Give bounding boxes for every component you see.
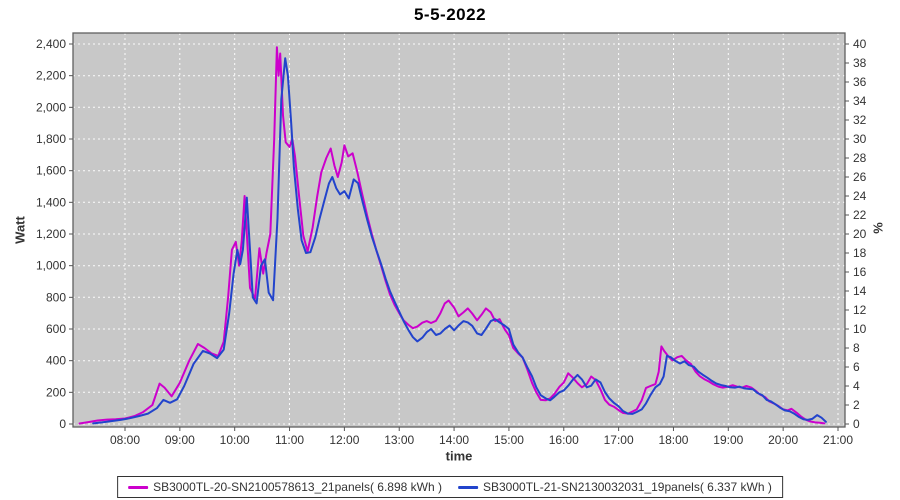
- right-axis-tick-label: 14: [853, 284, 867, 298]
- left-axis-tick-label: 1,000: [36, 259, 66, 273]
- gridlines: [73, 33, 845, 427]
- y-axis-title-percent: %: [870, 222, 886, 234]
- chart-title: 5-5-2022: [413, 5, 487, 24]
- y-axis-title-watt: Watt: [12, 216, 28, 244]
- right-axis-tick-label: 4: [853, 379, 860, 393]
- left-axis-tick-label: 2,200: [36, 69, 66, 83]
- right-axis-tick-label: 16: [853, 265, 867, 279]
- legend-label-inverter-20: SB3000TL-20-SN2100578613_21panels( 6.898…: [153, 480, 442, 494]
- legend-item-inverter-21: SB3000TL-21-SN2130032031_19panels( 6.337…: [458, 480, 772, 494]
- right-axis-tick-label: 6: [853, 360, 860, 374]
- plot-background: [73, 33, 845, 427]
- x-axis-tick-label: 13:00: [384, 433, 414, 447]
- legend-swatch-magenta: [128, 485, 149, 489]
- x-axis-tick-label: 14:00: [439, 433, 469, 447]
- legend-swatch-blue: [458, 485, 478, 489]
- right-axis-tick-label: 8: [853, 341, 860, 355]
- x-axis-tick-label: 21:00: [823, 433, 853, 447]
- right-axis-tick-label: 22: [853, 208, 867, 222]
- x-axis-tick-label: 09:00: [165, 433, 195, 447]
- x-axis-tick-label: 19:00: [713, 433, 743, 447]
- right-axis-tick-label: 20: [853, 227, 867, 241]
- right-axis-tick-label: 0: [853, 417, 860, 431]
- legend: SB3000TL-20-SN2100578613_21panels( 6.898…: [117, 476, 783, 498]
- left-axis-tick-label: 0: [59, 417, 66, 431]
- right-axis-tick-label: 30: [853, 132, 867, 146]
- x-axis-tick-label: 12:00: [329, 433, 359, 447]
- left-axis-tick-label: 600: [46, 322, 66, 336]
- legend-label-inverter-21: SB3000TL-21-SN2130032031_19panels( 6.337…: [483, 480, 772, 494]
- left-axis-tick-label: 200: [46, 385, 66, 399]
- left-axis-tick-label: 800: [46, 290, 66, 304]
- right-axis-tick-label: 40: [853, 37, 867, 51]
- x-axis-tick-label: 18:00: [658, 433, 688, 447]
- right-axis-tick-label: 28: [853, 151, 867, 165]
- x-axis-tick-label: 10:00: [220, 433, 250, 447]
- left-axis-tick-label: 2,000: [36, 100, 66, 114]
- right-axis-tick-label: 32: [853, 113, 867, 127]
- x-axis-tick-label: 15:00: [494, 433, 524, 447]
- left-axis-tick-label: 1,200: [36, 227, 66, 241]
- left-axis-tick-label: 2,400: [36, 37, 66, 51]
- x-axis-tick-label: 17:00: [604, 433, 634, 447]
- x-axis-tick-label: 20:00: [768, 433, 798, 447]
- right-axis-tick-label: 24: [853, 189, 867, 203]
- left-axis-tick-label: 400: [46, 354, 66, 368]
- right-axis-tick-label: 26: [853, 170, 867, 184]
- x-axis-tick-label: 16:00: [549, 433, 579, 447]
- right-axis-tick-label: 36: [853, 75, 867, 89]
- left-axis-tick-label: 1,600: [36, 164, 66, 178]
- x-axis-title-time: time: [445, 448, 473, 464]
- left-axis-tick-label: 1,400: [36, 195, 66, 209]
- legend-item-inverter-20: SB3000TL-20-SN2100578613_21panels( 6.898…: [128, 480, 442, 494]
- right-axis-tick-label: 18: [853, 246, 867, 260]
- x-axis-tick-label: 11:00: [275, 433, 304, 447]
- right-axis-tick-label: 34: [853, 94, 867, 108]
- right-axis-tick-label: 38: [853, 56, 867, 70]
- axis-ticks: [69, 43, 849, 431]
- x-axis-tick-label: 08:00: [110, 433, 140, 447]
- right-axis-tick-label: 12: [853, 303, 867, 317]
- right-axis-tick-label: 2: [853, 398, 860, 412]
- right-axis-tick-label: 10: [853, 322, 867, 336]
- left-axis-tick-label: 1,800: [36, 132, 66, 146]
- axis-tick-labels: 02004006008001,0001,2001,4001,6001,8002,…: [36, 37, 867, 447]
- series-line-1: [92, 57, 827, 425]
- plot-border: [72, 32, 846, 428]
